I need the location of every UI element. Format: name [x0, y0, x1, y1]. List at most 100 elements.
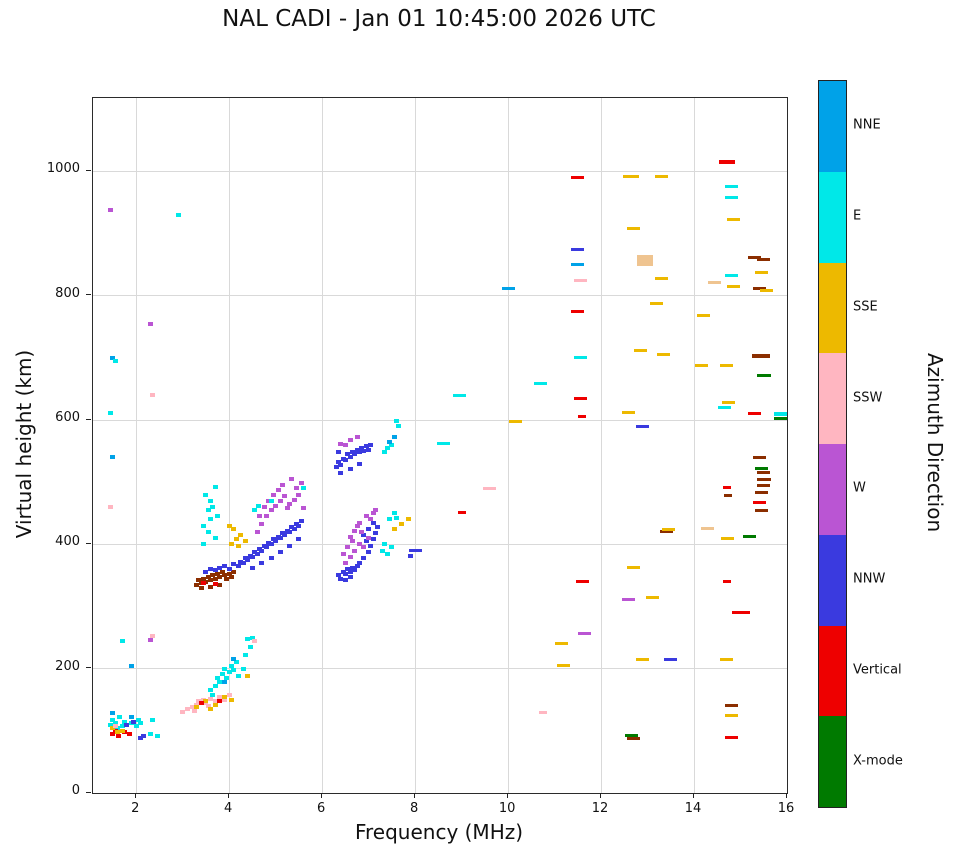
echo-point: [575, 580, 589, 584]
echo-point: [342, 458, 348, 463]
echo-point: [654, 174, 668, 178]
echo-point: [235, 564, 241, 569]
echo-point: [222, 694, 228, 699]
echo-point: [363, 514, 369, 519]
echo-point: [298, 518, 304, 523]
colorbar-segment-label: SSW: [853, 390, 883, 406]
y-gridline: [93, 792, 787, 793]
echo-point: [636, 657, 650, 661]
echo-point: [226, 523, 232, 528]
echo-point: [342, 560, 348, 565]
echo-point: [131, 719, 137, 724]
y-gridline: [93, 668, 787, 670]
echo-point: [722, 401, 736, 405]
echo-point: [774, 411, 787, 416]
echo-point: [724, 713, 738, 717]
echo-point: [175, 212, 181, 217]
echo-point: [347, 570, 353, 575]
echo-point: [191, 708, 197, 713]
echo-point: [110, 711, 116, 716]
y-tick: [86, 418, 91, 420]
echo-point: [208, 688, 214, 693]
echo-point: [210, 505, 216, 510]
x-axis-label: Frequency (MHz): [354, 820, 524, 844]
colorbar-segment-label: NNE: [853, 117, 881, 133]
echo-point: [366, 447, 372, 452]
y-tick: [86, 542, 91, 544]
echo-point: [722, 580, 731, 584]
y-gridline: [93, 543, 787, 545]
echo-point: [212, 485, 218, 490]
colorbar-segment-ssw: [819, 353, 846, 444]
echo-point: [287, 529, 293, 534]
echo-point: [108, 505, 114, 510]
echo-point: [361, 449, 367, 454]
echo-point: [352, 548, 358, 553]
echo-point: [627, 566, 641, 570]
echo-point: [212, 576, 218, 581]
echo-point: [387, 439, 393, 444]
echo-point: [338, 470, 344, 475]
echo-point: [296, 537, 302, 542]
y-tick: [86, 294, 91, 296]
echo-point: [219, 570, 225, 575]
echo-point: [215, 572, 221, 577]
echo-point: [294, 486, 300, 491]
echo-point: [345, 452, 351, 457]
echo-point: [210, 573, 216, 578]
echo-point: [382, 542, 388, 547]
echo-point: [557, 664, 571, 668]
echo-point: [757, 471, 771, 475]
echo-point: [752, 500, 766, 504]
echo-point: [235, 543, 241, 548]
echo-point: [289, 477, 295, 482]
echo-point: [219, 671, 225, 676]
echo-point: [129, 715, 135, 720]
echo-point: [201, 576, 207, 581]
echo-point: [722, 485, 731, 489]
echo-point: [205, 574, 211, 579]
echo-point: [356, 520, 362, 525]
echo-point: [727, 284, 741, 288]
echo-point: [349, 565, 355, 570]
x-gridline: [600, 98, 602, 793]
echo-point: [363, 539, 369, 544]
echo-point: [147, 321, 153, 326]
echo-point: [756, 477, 771, 481]
echo-point: [263, 514, 269, 519]
y-tick-label: 200: [55, 658, 80, 674]
echo-point: [198, 700, 204, 705]
echo-point: [136, 717, 142, 722]
echo-point: [407, 553, 413, 558]
echo-point: [356, 542, 362, 547]
echo-point: [366, 526, 372, 531]
echo-point: [356, 461, 362, 466]
echo-point: [380, 548, 386, 553]
echo-point: [254, 551, 260, 556]
echo-point: [122, 719, 128, 724]
echo-point: [291, 526, 297, 531]
echo-point: [282, 533, 288, 538]
echo-point: [389, 545, 395, 550]
echo-point: [361, 545, 367, 550]
y-axis-label: Virtual height (km): [12, 349, 36, 539]
echo-point: [208, 707, 214, 712]
echo-point: [210, 692, 216, 697]
echo-point: [335, 573, 341, 578]
colorbar-segment-label: W: [853, 480, 866, 496]
echo-point: [338, 576, 344, 581]
echo-point: [657, 353, 671, 357]
x-gridline: [693, 98, 695, 793]
echo-point: [661, 527, 675, 531]
echo-point: [754, 508, 768, 512]
echo-point: [573, 396, 587, 400]
echo-point: [229, 697, 235, 702]
echo-point: [212, 684, 218, 689]
echo-point: [194, 582, 200, 587]
echo-point: [256, 514, 262, 519]
echo-point: [696, 314, 710, 318]
echo-point: [359, 529, 365, 534]
echo-point: [384, 445, 390, 450]
echo-point: [222, 573, 228, 578]
